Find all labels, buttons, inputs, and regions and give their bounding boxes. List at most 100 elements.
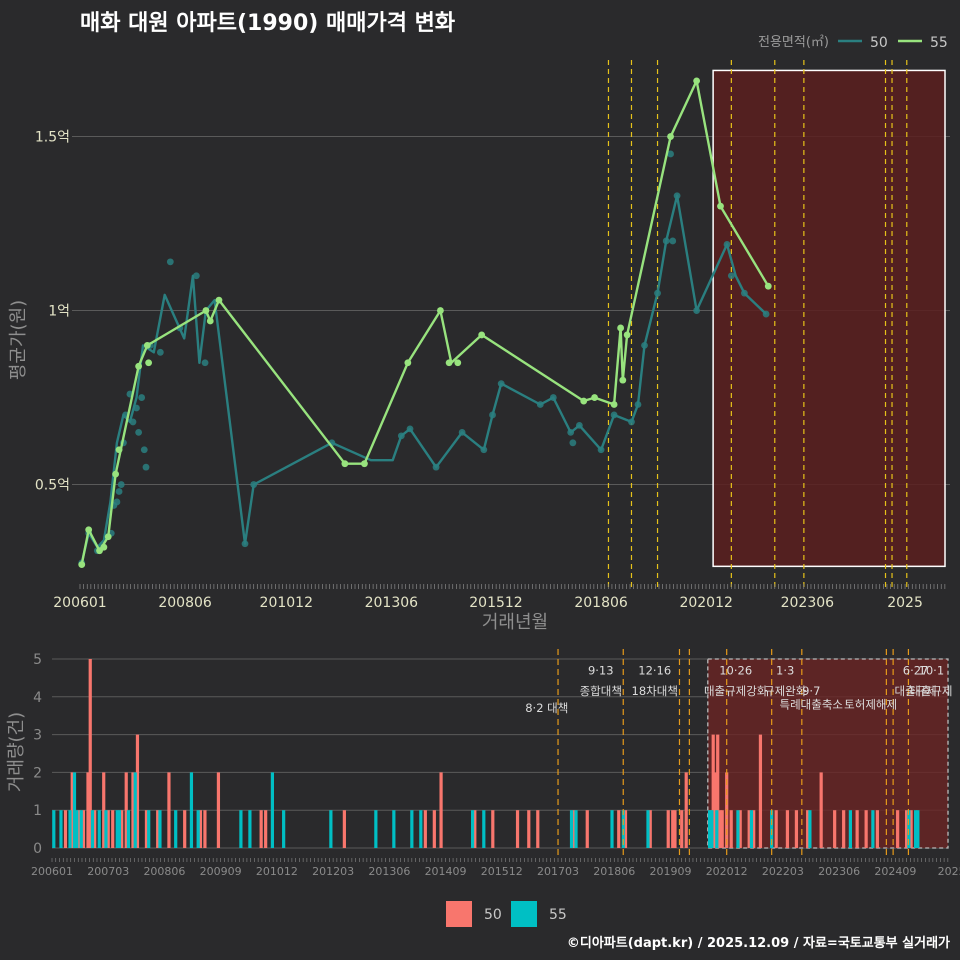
volume-bar-50-27	[473, 810, 477, 848]
volume-bar-50-32	[572, 810, 576, 848]
price-point-55-23	[617, 324, 625, 332]
price-point-50-41	[610, 411, 618, 419]
volume-bar-50-1	[70, 772, 74, 848]
volume-bar-50-0	[63, 810, 68, 848]
volume-x-tick-label-12: 202012	[706, 865, 748, 878]
volume-bar-50-19	[203, 810, 207, 848]
price-point-50-50	[693, 307, 701, 314]
volume-y-tick-label-2: 2	[33, 765, 42, 781]
price-point-50-18	[142, 463, 150, 471]
volume-bar-55-33	[646, 810, 650, 848]
price-point-50-21	[166, 258, 174, 266]
volume-y-tick-label-4: 4	[33, 690, 42, 706]
volume-bar-55-5	[79, 810, 83, 848]
volume-y-axis-title: 거래량(건)	[6, 712, 27, 792]
volume-bar-50-50	[738, 810, 742, 848]
volume-bar-55-31	[610, 810, 614, 848]
volume-bar-50-29	[515, 810, 520, 848]
volume-bar-50-20	[216, 772, 221, 848]
volume-bar-50-17	[183, 810, 187, 848]
volume-bar-50-9	[111, 810, 115, 848]
volume-bar-50-41	[684, 772, 688, 848]
price-point-55-18	[454, 359, 462, 367]
volume-annotation-9: 9·7	[802, 684, 820, 698]
price-point-50-36	[549, 394, 557, 401]
volume-bar-50-58	[819, 772, 823, 848]
volume-bar-50-26	[439, 772, 443, 848]
price-point-50-26	[250, 481, 258, 488]
volume-bar-50-63	[875, 810, 879, 848]
volume-x-tick-label-1: 200703	[87, 865, 129, 878]
volume-bar-50-65	[905, 810, 909, 848]
volume-bar-50-54	[774, 810, 778, 848]
price-point-50-46	[662, 237, 670, 245]
volume-bar-55-2	[68, 810, 72, 848]
price-point-50-53	[740, 289, 748, 297]
price-line-50	[80, 194, 767, 564]
volume-bar-50-10	[120, 810, 124, 848]
volume-annotation-10: 특례대출축소	[780, 697, 843, 711]
volume-bar-50-3	[81, 810, 86, 848]
price-point-50-7	[113, 498, 121, 506]
volume-bar-50-52	[752, 810, 756, 848]
price-point-55-4	[104, 533, 112, 541]
volume-bar-55-22	[329, 810, 333, 848]
volume-bar-55-15	[174, 810, 178, 848]
price-highlight-box	[712, 69, 946, 568]
volume-bar-50-45	[716, 734, 720, 848]
volume-bar-50-23	[342, 810, 346, 848]
volume-bar-50-15	[156, 810, 160, 848]
price-point-55-9	[145, 359, 153, 367]
volume-annotation-4: 18차대책	[632, 684, 678, 698]
price-point-50-14	[133, 404, 140, 412]
volume-panel: 0 1 2 3 4 5 8·2 대책 9·13 종합대책 12·16 18차대책 10·26 대출규제강…	[31, 649, 960, 878]
price-point-50-9	[117, 481, 125, 488]
price-point-55-24	[619, 376, 627, 384]
price-x-axis-title: 거래년월	[482, 612, 548, 633]
volume-bar-55-21	[282, 810, 286, 848]
volume-bar-55-23	[374, 810, 378, 848]
price-point-50-25	[241, 540, 249, 548]
volume-bar-50-13	[135, 734, 140, 848]
price-point-50-43	[634, 401, 642, 408]
volume-y-tick-label-1: 1	[33, 803, 42, 819]
volume-bar-55-35	[710, 810, 714, 848]
price-y-tick-label-2: 1.5억	[35, 130, 70, 146]
price-point-50-35	[536, 401, 544, 408]
volume-x-tick-label-7: 201409	[425, 865, 467, 878]
chart-title: 매화 대원 아파트(1990) 매매가격 변화	[80, 11, 455, 36]
price-x-tick-label-5: 201806	[574, 595, 628, 611]
price-point-55-7	[135, 362, 143, 370]
volume-bar-55-29	[569, 810, 574, 848]
price-point-50-38	[569, 439, 577, 447]
price-point-50-45	[654, 289, 661, 297]
volume-annotation-15: 대출규제	[910, 684, 952, 698]
volume-bar-50-61	[855, 810, 859, 848]
volume-bar-55-10	[117, 810, 122, 848]
volume-x-tick-label-6: 201306	[368, 865, 410, 878]
volume-bar-55-36	[715, 810, 719, 848]
price-point-50-49	[673, 192, 681, 200]
price-point-50-30	[432, 463, 440, 471]
volume-annotation-3: 12·16	[638, 663, 671, 677]
volume-bar-50-2	[77, 810, 81, 848]
price-point-50-51	[723, 241, 731, 248]
price-point-55-11	[206, 317, 214, 325]
volume-x-tick-label-2: 200806	[143, 865, 185, 878]
volume-bar-50-47	[720, 810, 724, 848]
price-point-50-42	[628, 418, 635, 426]
volume-bar-50-8	[106, 810, 110, 848]
price-point-55-5	[112, 470, 120, 478]
price-point-55-29	[764, 282, 772, 290]
volume-bar-55-40	[808, 810, 812, 848]
volume-bar-50-18	[198, 810, 203, 848]
volume-bar-50-43	[711, 734, 715, 848]
volume-y-tick-label-3: 3	[33, 728, 42, 744]
price-point-50-54	[762, 310, 770, 318]
volume-bar-50-31	[536, 810, 540, 848]
volume-x-tick-label-3: 200909	[200, 865, 242, 878]
price-panel: 0.5억 1억 1.5억 200601 200806 201012 201306 201512…	[35, 60, 950, 611]
volume-bar-55-7	[97, 810, 101, 848]
price-x-tick-label-0: 200601	[53, 595, 106, 611]
volume-x-tick-label-4: 201012	[256, 865, 298, 878]
